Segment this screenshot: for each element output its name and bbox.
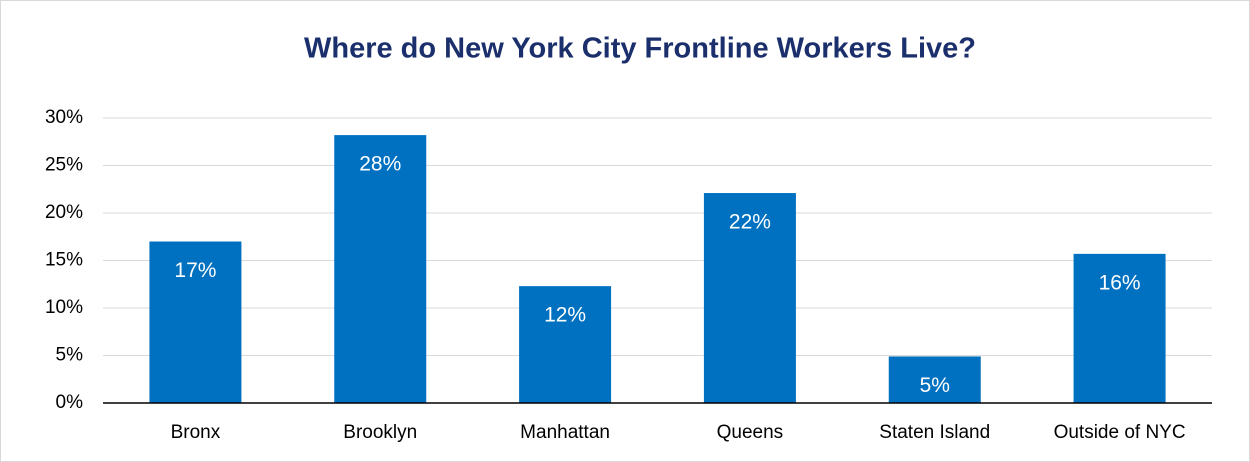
x-tick-label: Manhattan (520, 422, 610, 443)
data-label: 22% (729, 211, 771, 234)
y-tick-label: 10% (45, 297, 83, 318)
bar (1073, 253, 1166, 403)
data-label: 12% (544, 304, 586, 327)
y-tick-label: 0% (56, 392, 84, 413)
bar (888, 356, 981, 403)
data-label: 17% (174, 259, 216, 282)
x-tick-label: Bronx (171, 422, 221, 443)
x-tick-label: Brooklyn (343, 422, 417, 443)
bar (703, 193, 796, 403)
y-tick-label: 5% (56, 345, 84, 366)
bar (334, 135, 427, 403)
data-label: 28% (359, 153, 401, 176)
y-tick-label: 20% (45, 202, 83, 223)
x-tick-label: Outside of NYC (1054, 422, 1186, 443)
data-label: 16% (1099, 271, 1141, 294)
bar (149, 241, 242, 403)
y-tick-label: 30% (45, 107, 83, 128)
y-tick-label: 25% (45, 155, 83, 176)
y-tick-label: 15% (45, 250, 83, 271)
x-tick-label: Staten Island (879, 422, 990, 443)
bar (519, 286, 612, 403)
data-label: 5% (920, 374, 950, 397)
chart-title: Where do New York City Frontline Workers… (304, 33, 976, 65)
x-tick-label: Queens (717, 422, 784, 443)
